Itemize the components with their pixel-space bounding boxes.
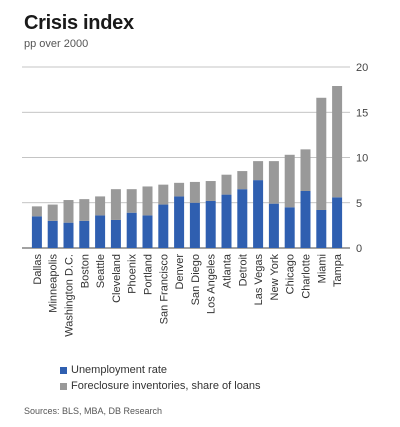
legend-item-unemployment: Unemployment rate	[60, 362, 261, 378]
x-tick-label: Miami	[316, 254, 328, 283]
x-tick-label: Denver	[174, 254, 186, 290]
x-tick-label: Portland	[143, 254, 155, 295]
bar-unemployment-charlotte	[300, 190, 311, 248]
bar-foreclosure-minneapolis	[47, 204, 58, 221]
bar-unemployment-denver	[174, 196, 185, 248]
legend-swatch-unemployment	[60, 366, 67, 374]
bar-unemployment-atlanta	[221, 194, 232, 248]
x-tick-label: Atlanta	[222, 253, 234, 288]
x-tick-label: Charlotte	[301, 254, 313, 299]
bar-unemployment-boston	[79, 220, 90, 248]
bar-unemployment-san-francisco	[158, 204, 169, 248]
x-tick-label: Detroit	[237, 254, 249, 286]
bar-foreclosure-denver	[174, 182, 185, 197]
x-tick-label: Minneapolis	[48, 254, 60, 313]
bar-unemployment-las-vegas	[253, 180, 264, 248]
bar-foreclosure-tampa	[332, 86, 343, 198]
x-tick-label: New York	[269, 254, 281, 301]
bar-foreclosure-detroit	[237, 171, 248, 190]
bar-unemployment-portland	[142, 215, 153, 248]
x-tick-label: San Francisco	[158, 254, 170, 324]
bar-unemployment-cleveland	[110, 219, 121, 248]
bar-foreclosure-los-angeles	[205, 181, 216, 201]
bar-foreclosure-phoenix	[126, 189, 137, 213]
x-tick-label: Cleveland	[111, 254, 123, 303]
x-tick-label: Chicago	[285, 254, 297, 294]
bar-foreclosure-portland	[142, 186, 153, 216]
legend-label-unemployment: Unemployment rate	[71, 364, 167, 376]
legend-swatch-foreclosure	[60, 382, 67, 390]
bar-foreclosure-cleveland	[110, 189, 121, 220]
bar-unemployment-detroit	[237, 189, 248, 248]
bar-unemployment-new-york	[268, 203, 279, 248]
bar-unemployment-tampa	[332, 197, 343, 248]
bar-foreclosure-washington-d-c-	[63, 200, 74, 223]
x-tick-label: Tampa	[332, 253, 344, 287]
bar-unemployment-miami	[316, 209, 327, 248]
bar-foreclosure-chicago	[284, 154, 295, 208]
x-tick-label: Boston	[79, 254, 91, 288]
chart-title: Crisis index	[24, 12, 134, 34]
y-tick-label: 15	[356, 107, 368, 119]
source-note: Sources: BLS, MBA, DB Research	[24, 406, 163, 416]
x-tick-label: Washington D.C.	[64, 254, 76, 337]
bar-unemployment-minneapolis	[47, 220, 58, 248]
bar-foreclosure-new-york	[268, 161, 279, 204]
x-tick-label: San Diego	[190, 254, 202, 305]
bar-unemployment-washington-d-c-	[63, 222, 74, 248]
chart-subtitle: pp over 2000	[24, 38, 89, 50]
x-tick-label: Dallas	[32, 254, 44, 285]
bar-foreclosure-boston	[79, 199, 90, 221]
x-tick-label: Las Vegas	[253, 254, 265, 306]
y-tick-label: 0	[356, 243, 362, 255]
bar-unemployment-los-angeles	[205, 200, 216, 248]
legend: Unemployment rate Foreclosure inventorie…	[60, 362, 261, 394]
y-tick-label: 20	[356, 62, 368, 74]
y-tick-label: 10	[356, 153, 368, 165]
bar-foreclosure-san-francisco	[158, 184, 169, 205]
bar-unemployment-seattle	[95, 215, 106, 248]
bar-unemployment-phoenix	[126, 212, 137, 248]
y-tick-label: 5	[356, 198, 362, 210]
bar-foreclosure-miami	[316, 97, 327, 210]
legend-item-foreclosure: Foreclosure inventories, share of loans	[60, 378, 261, 394]
bar-unemployment-san-diego	[189, 202, 200, 248]
stacked-bar-chart: 0 5 10 15 20 Dallas Minneapolis Washington D.C.…	[22, 62, 368, 337]
bar-foreclosure-dallas	[31, 206, 42, 217]
legend-label-foreclosure: Foreclosure inventories, share of loans	[71, 380, 261, 392]
bar-foreclosure-charlotte	[300, 149, 311, 191]
bar-foreclosure-seattle	[95, 196, 106, 216]
x-tick-label: Seattle	[95, 254, 107, 288]
bar-foreclosure-las-vegas	[253, 161, 264, 181]
x-tick-label: Los Angeles	[206, 254, 218, 314]
bar-unemployment-dallas	[31, 216, 42, 248]
bar-foreclosure-san-diego	[189, 181, 200, 203]
bar-unemployment-chicago	[284, 207, 295, 248]
x-tick-label: Phoenix	[127, 254, 139, 294]
bar-foreclosure-atlanta	[221, 174, 232, 195]
